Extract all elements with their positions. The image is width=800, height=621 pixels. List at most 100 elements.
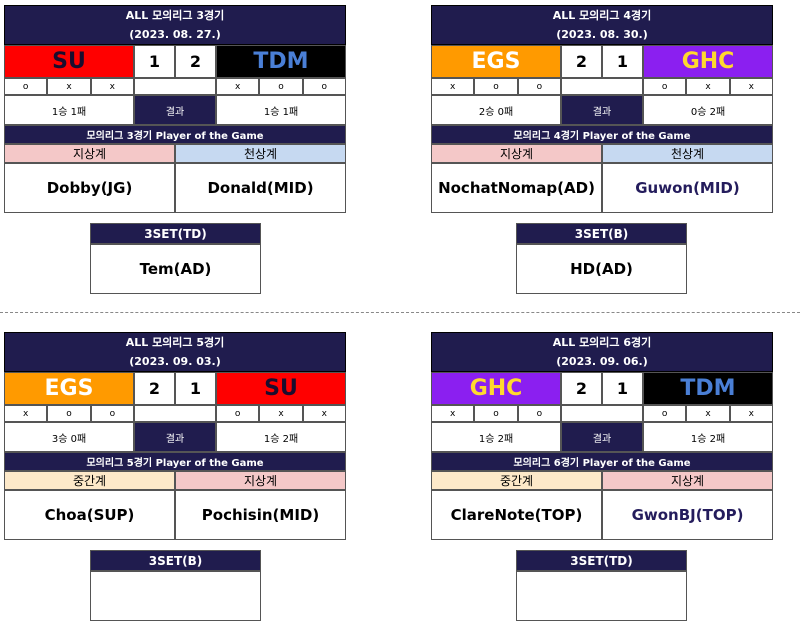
set-box-6: 3SET(TD) (516, 550, 687, 621)
set-mark: o (642, 78, 687, 95)
set-title: 3SET(B) (516, 223, 687, 244)
left-record: 1승 1패 (4, 95, 134, 125)
set-mark: o (90, 405, 134, 422)
potg-player: Guwon(MID) (602, 163, 773, 213)
match-card-5: ALL 모의리그 5경기 (2023. 09. 03.) EGS 2 1 SU … (4, 332, 346, 540)
set-mark: x (431, 405, 475, 422)
left-team: EGS (431, 45, 561, 78)
right-team: TDM (216, 45, 346, 78)
set-mark: o (215, 405, 260, 422)
set-mark: o (474, 78, 518, 95)
set-mark: o (474, 405, 518, 422)
card-title: ALL 모의리그 3경기 (125, 9, 225, 22)
lane-label: 지상계 (175, 471, 346, 490)
mark-gap (560, 405, 643, 422)
set-mark: o (517, 405, 561, 422)
right-record: 1승 2패 (643, 422, 773, 452)
result-label: 결과 (561, 95, 643, 125)
set-mark: x (686, 405, 730, 422)
set-player: HD(AD) (516, 244, 687, 294)
set-mark: x (47, 78, 91, 95)
set-mark: x (431, 78, 475, 95)
left-record: 1승 2패 (431, 422, 561, 452)
card-date: (2023. 08. 30.) (556, 28, 648, 41)
potg-title: 모의리그 6경기 Player of the Game (431, 452, 773, 471)
mark-gap (560, 78, 643, 95)
lane-label: 중간계 (4, 471, 175, 490)
mark-gap (133, 78, 216, 95)
set-box-3: 3SET(TD) Tem(AD) (90, 223, 261, 294)
left-team: EGS (4, 372, 134, 405)
set-mark: x (90, 78, 134, 95)
match-card-6: ALL 모의리그 6경기 (2023. 09. 06.) GHC 2 1 TDM… (431, 332, 773, 540)
potg-title: 모의리그 3경기 Player of the Game (4, 125, 346, 144)
section-divider (0, 312, 800, 313)
result-label: 결과 (561, 422, 643, 452)
card-title: ALL 모의리그 5경기 (125, 336, 225, 349)
potg-player: Pochisin(MID) (175, 490, 346, 540)
left-team: GHC (431, 372, 561, 405)
left-record: 3승 0패 (4, 422, 134, 452)
potg-player: Choa(SUP) (4, 490, 175, 540)
card-date: (2023. 09. 03.) (129, 355, 221, 368)
right-team: SU (216, 372, 346, 405)
potg-player: Dobby(JG) (4, 163, 175, 213)
card-header: ALL 모의리그 5경기 (2023. 09. 03.) (4, 332, 346, 372)
card-date: (2023. 08. 27.) (129, 28, 221, 41)
set-mark: x (4, 405, 48, 422)
right-team: TDM (643, 372, 773, 405)
left-score: 2 (134, 372, 175, 405)
potg-title: 모의리그 5경기 Player of the Game (4, 452, 346, 471)
set-mark: o (517, 78, 561, 95)
card-header: ALL 모의리그 6경기 (2023. 09. 06.) (431, 332, 773, 372)
lane-label: 천상계 (602, 144, 773, 163)
left-team: SU (4, 45, 134, 78)
right-score: 1 (175, 372, 216, 405)
set-mark: o (4, 78, 48, 95)
set-mark: x (729, 78, 773, 95)
set-mark: o (302, 78, 346, 95)
right-record: 0승 2패 (643, 95, 773, 125)
card-header: ALL 모의리그 4경기 (2023. 08. 30.) (431, 5, 773, 45)
set-player (516, 571, 687, 621)
left-score: 1 (134, 45, 175, 78)
lane-label: 지상계 (431, 144, 602, 163)
potg-player: Donald(MID) (175, 163, 346, 213)
set-mark: x (302, 405, 346, 422)
match-card-3: ALL 모의리그 3경기 (2023. 08. 27.) SU 1 2 TDM … (4, 5, 346, 213)
right-team: GHC (643, 45, 773, 78)
potg-player: GwonBJ(TOP) (602, 490, 773, 540)
set-mark: o (642, 405, 687, 422)
match-card-4: ALL 모의리그 4경기 (2023. 08. 30.) EGS 2 1 GHC… (431, 5, 773, 213)
card-header: ALL 모의리그 3경기 (2023. 08. 27.) (4, 5, 346, 45)
right-score: 1 (602, 45, 643, 78)
set-title: 3SET(TD) (90, 223, 261, 244)
set-player: Tem(AD) (90, 244, 261, 294)
set-box-5: 3SET(B) (90, 550, 261, 621)
set-mark: o (47, 405, 91, 422)
set-mark: x (686, 78, 730, 95)
set-mark: o (259, 78, 303, 95)
card-title: ALL 모의리그 4경기 (552, 9, 652, 22)
lane-label: 지상계 (4, 144, 175, 163)
card-date: (2023. 09. 06.) (556, 355, 648, 368)
lane-label: 중간계 (431, 471, 602, 490)
potg-player: NochatNomap(AD) (431, 163, 602, 213)
potg-title: 모의리그 4경기 Player of the Game (431, 125, 773, 144)
set-box-4: 3SET(B) HD(AD) (516, 223, 687, 294)
left-score: 2 (561, 372, 602, 405)
mark-gap (133, 405, 216, 422)
right-score: 2 (175, 45, 216, 78)
set-title: 3SET(TD) (516, 550, 687, 571)
card-title: ALL 모의리그 6경기 (552, 336, 652, 349)
set-mark: x (729, 405, 773, 422)
result-label: 결과 (134, 95, 216, 125)
left-score: 2 (561, 45, 602, 78)
potg-player: ClareNote(TOP) (431, 490, 602, 540)
set-title: 3SET(B) (90, 550, 261, 571)
set-mark: x (215, 78, 260, 95)
right-record: 1승 2패 (216, 422, 346, 452)
lane-label: 천상계 (175, 144, 346, 163)
result-label: 결과 (134, 422, 216, 452)
right-record: 1승 1패 (216, 95, 346, 125)
